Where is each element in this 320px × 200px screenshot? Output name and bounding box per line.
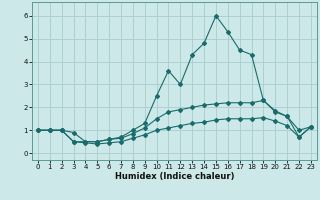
X-axis label: Humidex (Indice chaleur): Humidex (Indice chaleur) <box>115 172 234 181</box>
